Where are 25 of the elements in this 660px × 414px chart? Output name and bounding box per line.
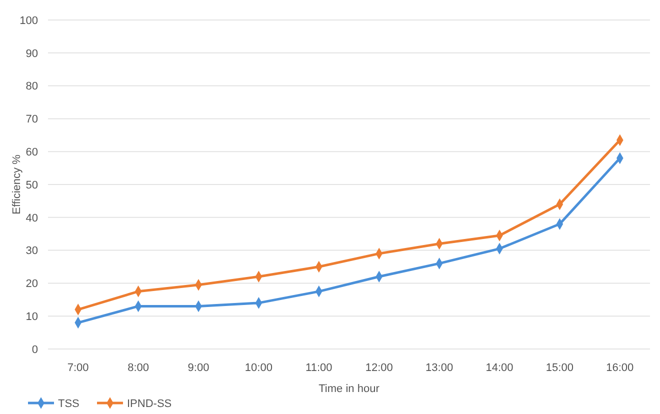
y-tick-label: 80: [26, 80, 38, 93]
x-tick-label: 12:00: [365, 362, 393, 374]
x-tick-label: 16:00: [606, 362, 634, 374]
y-tick-label: 50: [26, 179, 38, 192]
x-tick-label: 10:00: [244, 362, 272, 374]
x-tick-label: 8:00: [128, 362, 150, 374]
y-tick-label: 0: [32, 344, 38, 356]
x-tick-label: 7:00: [67, 362, 89, 374]
x-tick-label: 11:00: [306, 362, 332, 374]
legend-label: TSS: [58, 398, 80, 410]
y-tick-label: 20: [26, 278, 38, 290]
y-tick-label: 60: [26, 146, 38, 158]
x-tick-label: 13:00: [426, 362, 454, 374]
y-tick-label: 90: [26, 48, 38, 60]
y-tick-label: 70: [26, 114, 38, 126]
legend-label: IPND-SS: [127, 398, 172, 410]
y-tick-label: 30: [26, 245, 38, 258]
x-tick-label: 15:00: [546, 362, 574, 374]
y-tick-label: 40: [26, 212, 38, 224]
x-axis-title: Time in hour: [318, 383, 380, 395]
y-axis-title: Efficiency %: [11, 154, 23, 214]
x-tick-label: 14:00: [486, 362, 514, 374]
x-tick-label: 9:00: [188, 362, 210, 374]
y-tick-label: 10: [26, 310, 38, 323]
y-tick-label: 100: [20, 14, 38, 27]
